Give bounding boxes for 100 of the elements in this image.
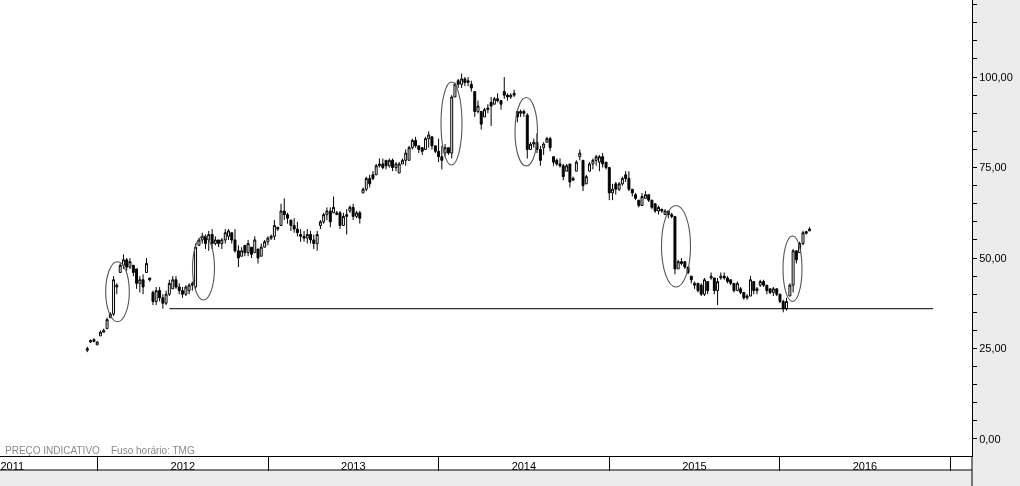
- candlestick: [552, 156, 555, 167]
- candlestick: [397, 161, 401, 174]
- candlestick: [154, 286, 158, 306]
- candlestick: [338, 210, 342, 230]
- candlestick: [702, 277, 706, 297]
- candlestick: [614, 181, 618, 196]
- candlestick: [699, 282, 703, 297]
- candlestick: [735, 281, 739, 292]
- candlestick: [151, 290, 155, 306]
- candlestick: [548, 136, 552, 152]
- candlestick: [174, 275, 178, 290]
- candlestick: [197, 237, 201, 246]
- candlestick: [561, 163, 565, 181]
- candlestick: [92, 337, 96, 343]
- candlestick: [574, 159, 578, 172]
- candlestick: [742, 291, 746, 301]
- annotation: PREÇO INDICATIVO: [5, 445, 101, 456]
- candlestick: [180, 286, 184, 299]
- candlestick: [141, 273, 145, 295]
- candlestick: [706, 281, 710, 295]
- candlestick: [679, 257, 683, 266]
- candlestick: [722, 272, 726, 281]
- candlestick: [358, 210, 362, 225]
- candlestick: [381, 158, 385, 170]
- y-tick-label: 0,00: [979, 432, 1001, 445]
- candlestick: [716, 277, 720, 306]
- candlestick: [502, 76, 506, 100]
- x-tick-label: 2016: [852, 460, 878, 473]
- candlestick: [594, 154, 598, 167]
- candlestick: [463, 76, 467, 87]
- candlestick: [808, 226, 811, 232]
- candlestick: [204, 234, 207, 250]
- x-tick-label: 2014: [511, 460, 537, 473]
- candlestick: [568, 163, 572, 188]
- candlestick: [519, 109, 523, 118]
- candlestick: [591, 158, 595, 170]
- candlestick: [663, 208, 667, 216]
- candlestick: [601, 152, 605, 169]
- candlestick: [749, 275, 752, 297]
- candlestick: [673, 215, 677, 275]
- candlestick: [489, 96, 493, 127]
- candlestick: [404, 148, 408, 167]
- candlestick: [791, 248, 795, 293]
- candlestick: [98, 329, 102, 337]
- candlestick: [581, 159, 585, 192]
- candlestick: [771, 286, 775, 297]
- x-tick-label: 2013: [341, 460, 366, 473]
- x-tick-label: 2012: [170, 460, 196, 473]
- candlestick: [227, 228, 230, 241]
- candlestick: [266, 235, 270, 246]
- candlestick: [292, 217, 296, 234]
- candlestick: [315, 230, 319, 252]
- candlestick: [125, 257, 129, 272]
- candlestick: [207, 230, 211, 252]
- candlestick: [387, 158, 391, 169]
- candlestick: [693, 281, 697, 290]
- candlestick: [305, 228, 309, 245]
- y-tick-label: 75,00: [979, 161, 1007, 174]
- candlestick: [302, 230, 306, 243]
- candlestick: [384, 159, 388, 170]
- candlestick: [394, 161, 398, 172]
- candlestick: [660, 208, 664, 214]
- candlestick: [351, 203, 355, 221]
- candlestick: [512, 89, 516, 98]
- candlestick: [689, 275, 693, 284]
- candlestick: [187, 282, 191, 295]
- candlestick: [509, 92, 513, 100]
- candlestick: [414, 136, 418, 149]
- candlestick: [696, 282, 700, 293]
- candlestick: [765, 284, 769, 295]
- candlestick: [272, 219, 276, 241]
- y-tick-label: 50,00: [979, 251, 1007, 264]
- candlestick: [309, 230, 312, 245]
- x-tick-label: 2015: [682, 460, 707, 473]
- candlestick: [135, 268, 139, 290]
- candlestick: [217, 239, 221, 248]
- candlestick: [657, 205, 661, 216]
- candlestick: [768, 288, 772, 295]
- candlestick: [364, 176, 368, 192]
- candlestick: [246, 239, 250, 257]
- annotation: Fuso horário: TMG: [111, 445, 195, 456]
- candlestick: [555, 158, 559, 167]
- candlestick: [243, 244, 247, 257]
- candlestick: [683, 261, 687, 270]
- candlestick: [725, 275, 729, 284]
- candlestick: [640, 192, 644, 207]
- y-tick-label: 25,00: [979, 342, 1007, 355]
- candlestick: [427, 130, 431, 149]
- candlestick: [391, 158, 395, 172]
- candlestick: [95, 340, 99, 346]
- candlestick: [112, 275, 116, 317]
- x-tick-label: 2011: [0, 460, 25, 473]
- y-tick-label: 100,00: [979, 70, 1013, 83]
- candlestick: [588, 161, 591, 172]
- candlestick: [525, 112, 529, 160]
- candlestick: [758, 279, 762, 288]
- candlestick: [210, 228, 214, 250]
- candlestick: [89, 338, 93, 344]
- candlestick: [102, 328, 106, 333]
- candlestick: [148, 277, 152, 283]
